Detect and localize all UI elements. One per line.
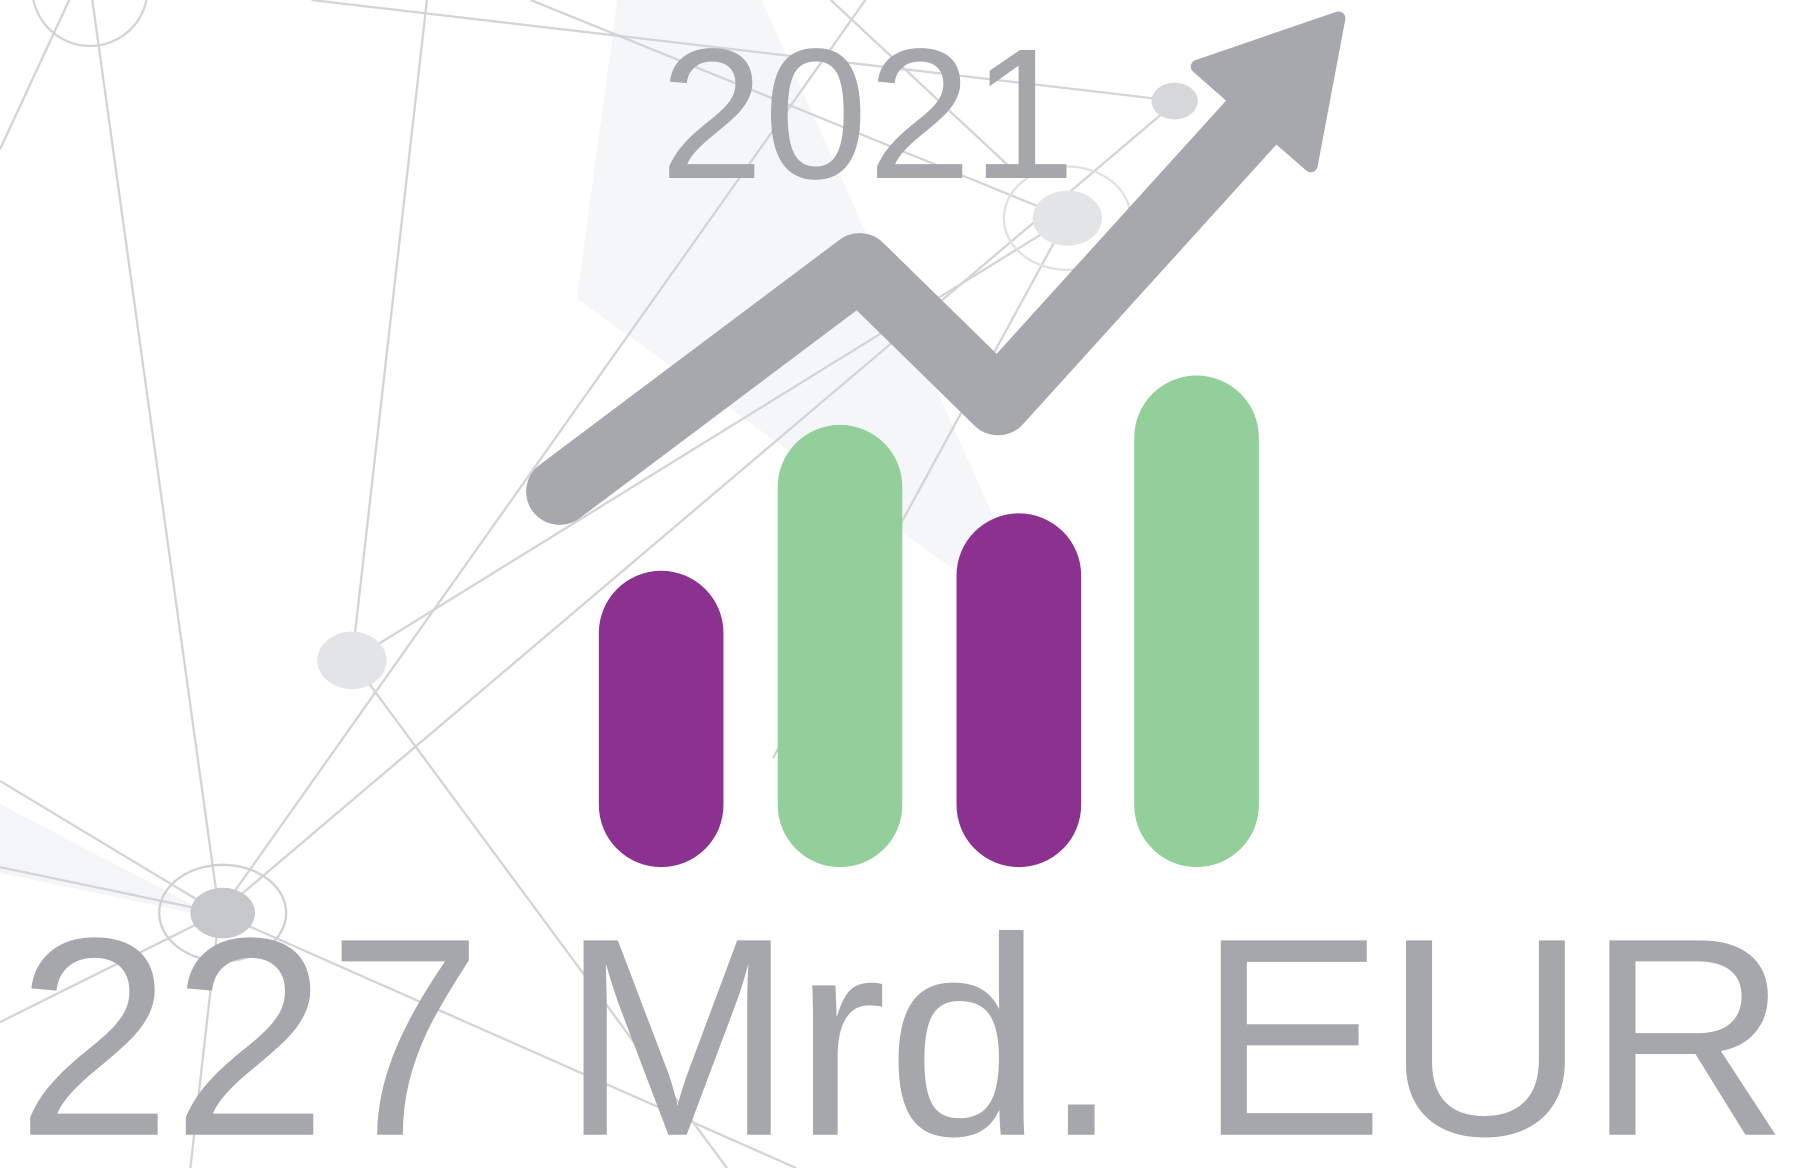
year: 2021 bbox=[660, 9, 1076, 218]
net-line bbox=[218, 100, 1178, 914]
bar bbox=[1134, 375, 1259, 868]
arrow-line bbox=[526, 75, 1297, 525]
amount: 227 Mrd. EUR bbox=[16, 880, 1788, 1168]
net-line bbox=[311, 0, 1178, 103]
net-line bbox=[350, 0, 429, 661]
net-line bbox=[0, 912, 220, 1024]
net-line bbox=[91, 0, 221, 914]
network bbox=[0, 0, 1198, 1168]
net-node bbox=[190, 887, 255, 939]
net-node bbox=[1032, 190, 1102, 246]
net-ring bbox=[32, 0, 148, 48]
net-line bbox=[351, 217, 1068, 662]
net-line bbox=[0, 779, 220, 915]
net-line bbox=[0, 0, 71, 150]
net-line bbox=[350, 659, 728, 1168]
bar bbox=[956, 513, 1082, 868]
arrow-head bbox=[1190, 11, 1346, 173]
net-line bbox=[829, 0, 1017, 174]
net-line bbox=[189, 912, 221, 1168]
net-node bbox=[1151, 82, 1198, 120]
net-line bbox=[0, 865, 220, 915]
bars-icon bbox=[598, 375, 1259, 868]
net-line bbox=[530, 0, 1068, 220]
net-line bbox=[218, 0, 867, 914]
net-ring bbox=[158, 863, 288, 963]
bar bbox=[777, 424, 903, 868]
bar bbox=[598, 570, 724, 868]
light-shape bbox=[0, 803, 220, 919]
net-node bbox=[317, 631, 387, 690]
trend-arrow bbox=[526, 11, 1346, 525]
net-line bbox=[218, 911, 797, 1168]
